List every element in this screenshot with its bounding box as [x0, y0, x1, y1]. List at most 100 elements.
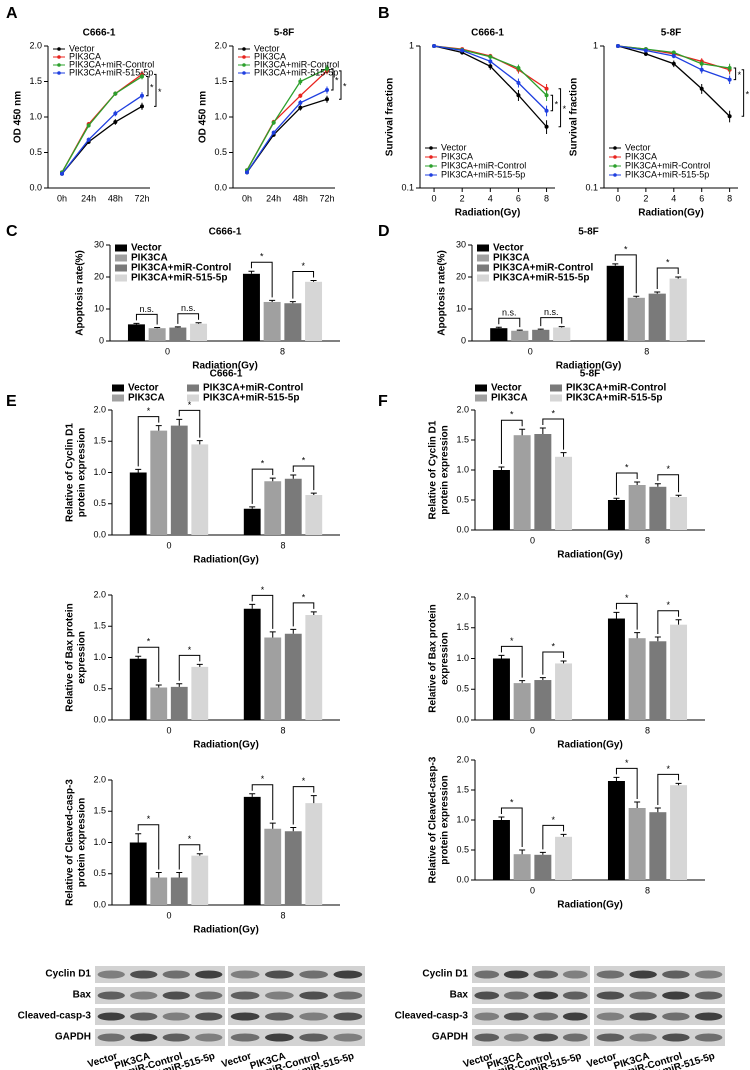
significance: * [563, 104, 567, 114]
blot-band [694, 991, 723, 1000]
legend-marker [613, 146, 617, 150]
y-tick-label: 0 [99, 335, 104, 345]
blot-row-label: Bax [73, 990, 92, 1001]
error-bar [613, 497, 620, 500]
point [271, 120, 276, 125]
blot-strip [95, 1008, 225, 1025]
significance: * [666, 764, 670, 774]
legend-marker [613, 155, 617, 159]
error-bar [249, 603, 256, 609]
panel-label: D [378, 223, 390, 240]
y-axis-label: Survival fraction [569, 78, 580, 156]
y-tick-label: 2.0 [93, 589, 106, 599]
legend-label: PIK3CA+miR-515-5p [131, 273, 227, 284]
point [140, 93, 144, 98]
x-axis-label: Radiation(Gy) [556, 361, 622, 372]
blot-band [562, 991, 588, 1000]
x-tick-label: 0 [530, 725, 535, 735]
significance: * [510, 797, 514, 807]
point [544, 93, 549, 98]
y-tick-label: 1 [593, 40, 598, 50]
legend-label: Vector [625, 142, 651, 152]
y-tick-label: 0.0 [93, 529, 106, 539]
error-bar [196, 440, 203, 445]
legend-marker [429, 173, 433, 177]
blot-band [195, 991, 223, 1000]
y-tick-label: 0.5 [29, 147, 42, 157]
significance: n.s. [544, 307, 559, 317]
bracket [292, 465, 315, 491]
error-bar [310, 795, 317, 804]
bar [148, 328, 166, 341]
error-bar [248, 270, 255, 274]
blot-band [299, 970, 329, 979]
bar [628, 808, 646, 880]
y-tick-label: 1.5 [456, 434, 469, 444]
bracket [146, 76, 149, 97]
chart-title: 5-8F [578, 227, 599, 238]
point [615, 44, 620, 48]
bar [490, 328, 508, 341]
bar [150, 687, 168, 720]
significance: * [510, 410, 514, 420]
bar [555, 456, 573, 530]
bar [242, 273, 260, 341]
blot-band [130, 1033, 158, 1042]
bracket [178, 409, 201, 438]
error-bar [155, 425, 162, 431]
bar [129, 842, 147, 905]
bracket [657, 773, 680, 805]
error-bar [154, 327, 161, 329]
legend-label: PIK3CA [128, 393, 165, 404]
bar [649, 486, 667, 530]
error-bar [495, 326, 502, 329]
point [516, 93, 521, 98]
y-tick-label: 1.0 [456, 814, 469, 824]
point [298, 105, 303, 110]
error-bar [269, 631, 276, 638]
bar [492, 820, 510, 880]
line [246, 89, 328, 173]
legend-label: PIK3CA+miR-515-5p [69, 67, 153, 77]
blot-strip [228, 1008, 365, 1025]
bar [284, 831, 302, 905]
bar [127, 324, 145, 341]
legend-label: PIK3CA+miR-Control [625, 160, 710, 170]
legend-marker [115, 244, 127, 252]
error-bar [195, 322, 202, 324]
line [246, 98, 328, 173]
legend-label: PIK3CA [131, 253, 168, 264]
error-bar [310, 280, 317, 282]
point [325, 66, 329, 71]
blot-row-label: Cyclin D1 [45, 969, 91, 980]
bar [305, 281, 323, 341]
legend-label: PIK3CA+miR-Control [203, 383, 304, 394]
x-tick-label: 24h [81, 193, 96, 203]
bar [669, 278, 687, 341]
error-bar [310, 492, 317, 495]
bar [648, 293, 666, 341]
legend-label: PIK3CA+miR-Control [493, 263, 594, 274]
y-tick-label: 1.5 [456, 622, 469, 632]
error-bar [612, 263, 619, 266]
bar [191, 666, 209, 720]
error-bar [675, 276, 682, 279]
y-tick-label: 20 [94, 271, 104, 281]
error-bar [519, 428, 526, 436]
bar [264, 637, 282, 720]
blot-strip [472, 1008, 590, 1025]
y-tick-label: 1.0 [456, 464, 469, 474]
legend-marker [550, 394, 562, 402]
x-axis-label: Radiation(Gy) [192, 361, 258, 372]
point [113, 111, 118, 116]
error-bar [290, 628, 297, 634]
point [544, 108, 549, 113]
bracket [251, 468, 274, 504]
y-tick-label: 1.5 [93, 436, 106, 446]
y-tick-label: 1.5 [93, 806, 106, 816]
blot-band [533, 1033, 559, 1042]
significance: * [188, 834, 192, 844]
error-bar [613, 776, 620, 781]
blot-band [662, 1033, 690, 1042]
blot-row-label: Cleaved-casp-3 [18, 1011, 92, 1022]
